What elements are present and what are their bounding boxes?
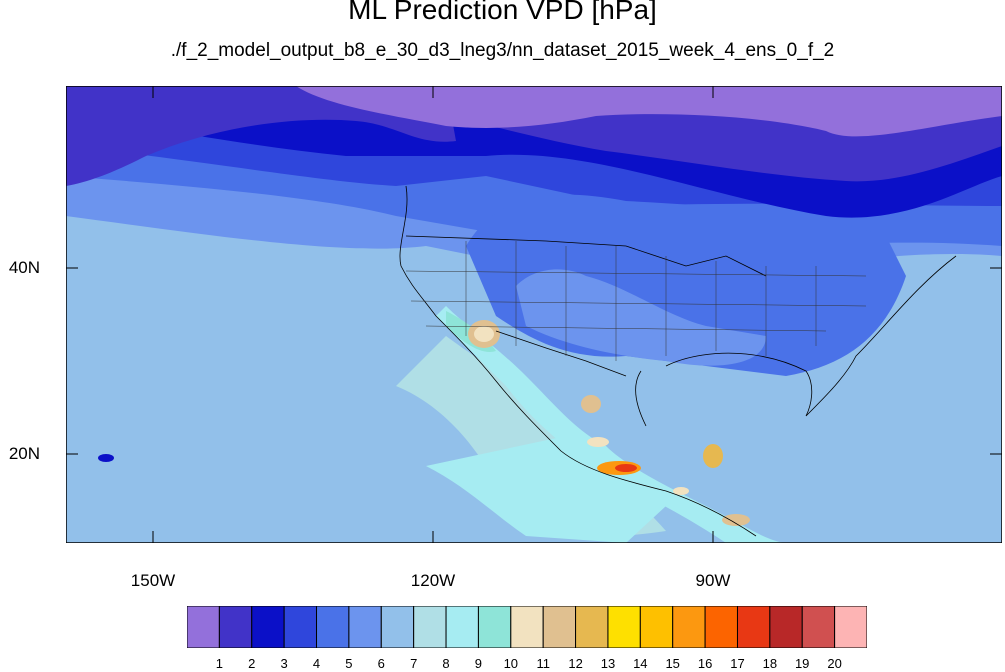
colorbar-swatch <box>445 605 479 649</box>
mexico-hot-core <box>615 464 637 472</box>
colorbar-swatch <box>283 605 318 649</box>
axis-ticks <box>66 86 1002 543</box>
colorbar-swatches <box>186 605 868 649</box>
colorbar-swatch <box>251 605 285 649</box>
central-america-hot <box>722 514 750 526</box>
colorbar-swatch <box>575 605 609 649</box>
lon-label-150w: 150W <box>130 571 176 590</box>
colorbar-swatch <box>510 605 544 649</box>
colorbar-swatch <box>672 605 706 649</box>
colorbar-tick-label: 17 <box>730 656 745 671</box>
colorbar-swatch <box>736 605 771 649</box>
colorbar-swatch <box>542 605 577 649</box>
colorbar-tick-label: 5 <box>345 656 353 671</box>
colorbar-tick-label: 4 <box>312 656 321 671</box>
lat-label-20n: 20N <box>8 444 40 463</box>
cuba-hot <box>703 444 723 468</box>
lon-label-90w: 90W <box>695 571 731 590</box>
colorbar-swatch <box>413 605 447 649</box>
colorbar-tick-label: 11 <box>536 656 550 671</box>
colorbar-tick-label: 3 <box>280 656 288 671</box>
colorbar-swatch <box>186 605 220 649</box>
colorbar-tick-label: 7 <box>410 656 418 671</box>
lat-label-40n: 40N <box>8 258 40 277</box>
colorbar-swatch <box>348 605 382 649</box>
colorbar-swatch <box>834 605 868 649</box>
colorbar-tick-label: 14 <box>633 656 648 671</box>
colorbar-swatch <box>639 605 674 649</box>
colorbar-tick-label: 16 <box>697 656 713 671</box>
plot-subtitle: ./f_2_model_output_b8_e_30_d3_lneg3/nn_d… <box>170 40 835 61</box>
colorbar-tick-label: 18 <box>762 656 778 671</box>
colorbar-tick-label: 6 <box>377 656 385 671</box>
colorbar-tick-label: 20 <box>827 656 842 671</box>
colorbar-tick-label: 12 <box>568 656 583 671</box>
mexico-hot-2 <box>587 437 609 447</box>
colorbar-swatch <box>769 605 803 649</box>
colorbar-tick-label: 15 <box>665 656 680 671</box>
colorbar-tick-label: 8 <box>442 656 450 671</box>
state-borders <box>405 241 867 361</box>
colorbar-tick-label: 10 <box>503 656 519 671</box>
colorbar-tick-label: 9 <box>474 656 482 671</box>
colorbar-swatch <box>218 605 253 649</box>
colorbar-swatch <box>380 605 415 649</box>
map-canvas <box>66 86 1002 543</box>
colorbar-swatch <box>801 605 836 649</box>
plot-title: ML Prediction VPD [hPa] <box>348 0 657 25</box>
colorbar-tick-label: 19 <box>794 656 810 671</box>
mexico-hot-1 <box>581 395 601 413</box>
hawaii-islands <box>98 454 114 462</box>
central-america-hot-2 <box>673 487 689 495</box>
colorbar-swatch <box>316 605 350 649</box>
lon-label-120w: 120W <box>410 571 456 590</box>
colorbar-tick-label: 1 <box>215 656 223 671</box>
colorbar-tick-label: 13 <box>600 656 616 671</box>
colorbar-swatch <box>704 605 738 649</box>
sonora-level-11 <box>474 326 494 342</box>
vpd-map <box>66 86 1002 543</box>
colorbar-swatch <box>607 605 641 649</box>
colorbar-swatch <box>477 605 512 649</box>
continent-level-6 <box>516 269 766 366</box>
ocean-level-9 <box>426 436 666 543</box>
field-level-1 <box>296 86 1002 137</box>
colorbar <box>186 605 868 649</box>
colorbar-tick-label: 2 <box>248 656 256 671</box>
field-level-2-west <box>66 86 456 186</box>
